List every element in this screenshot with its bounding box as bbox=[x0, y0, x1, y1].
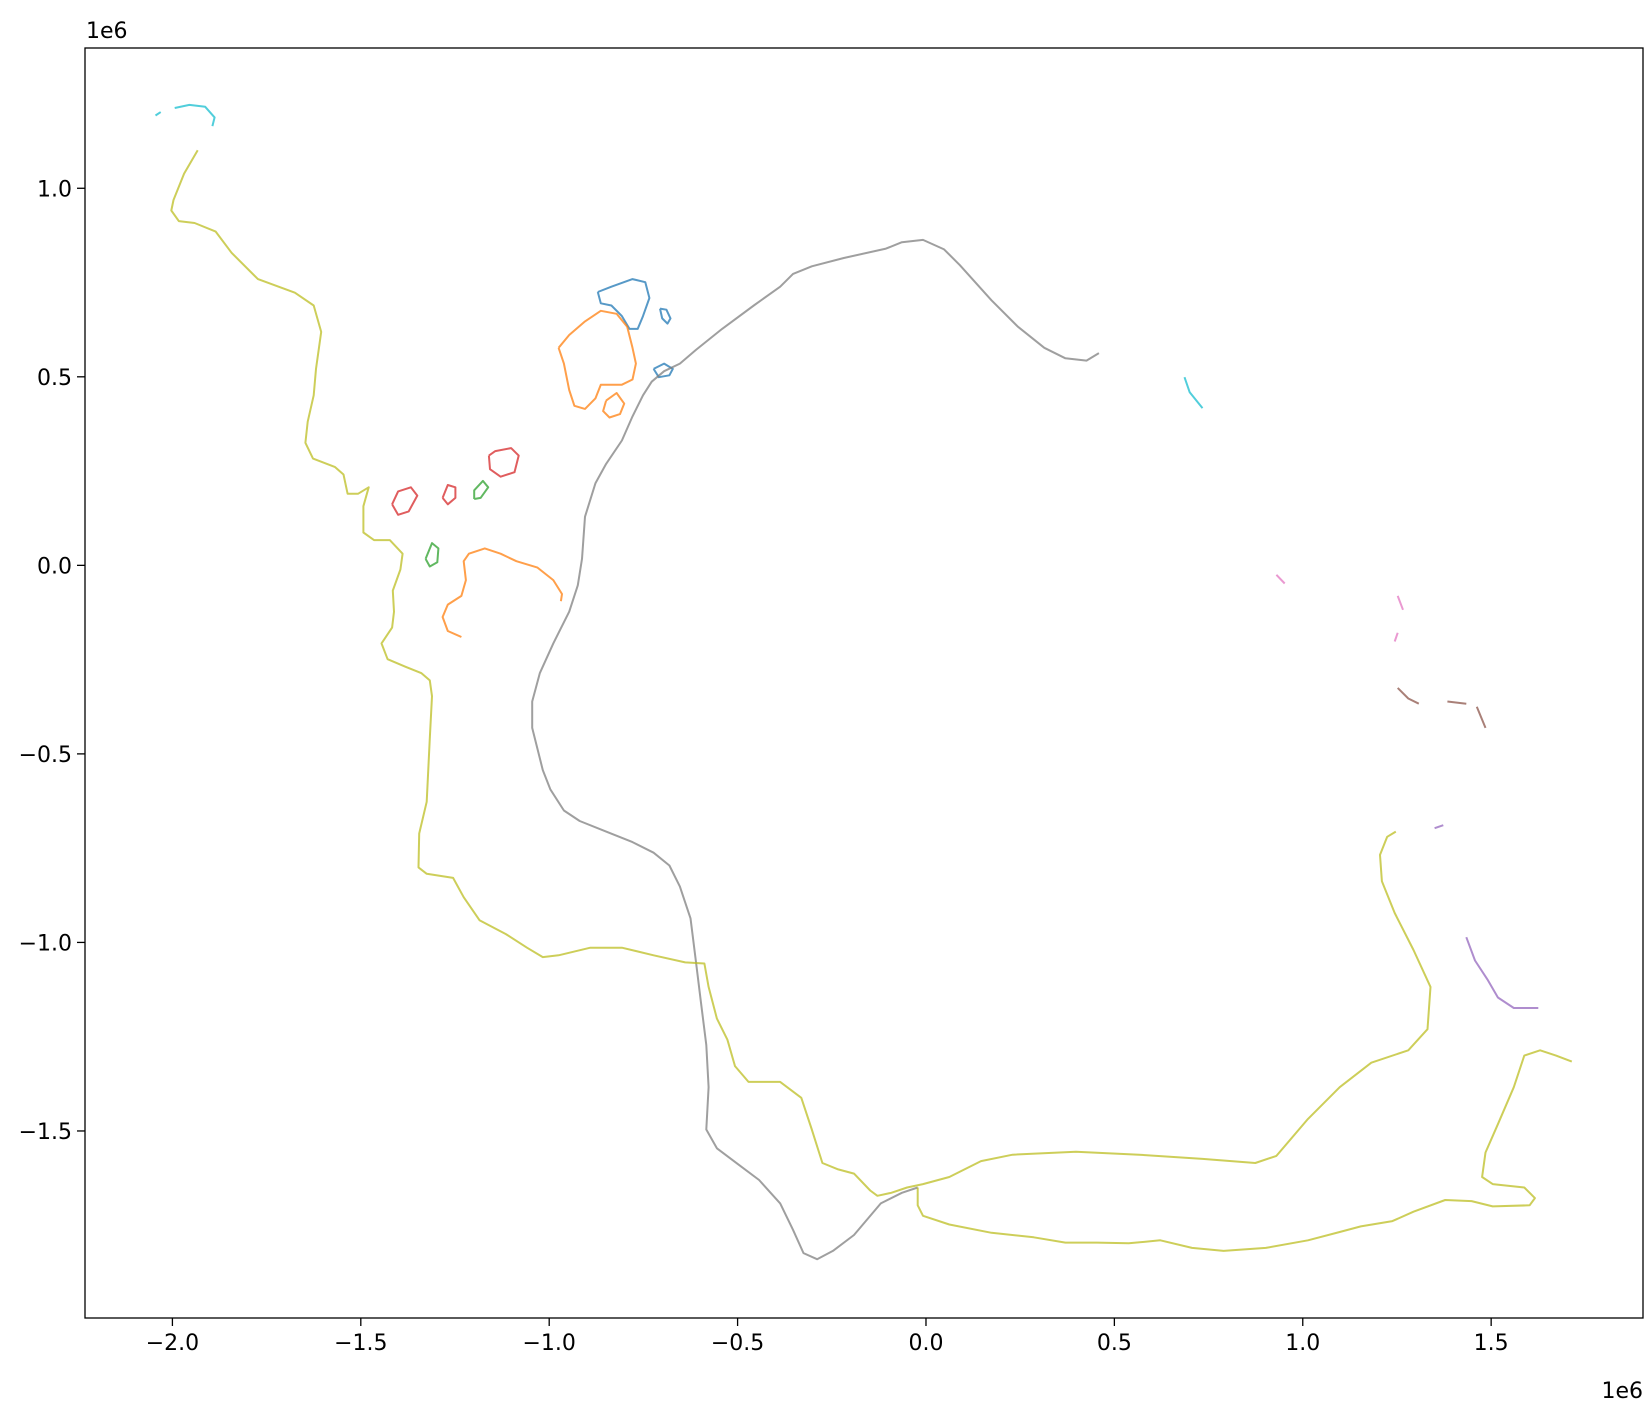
contour-line bbox=[391, 447, 520, 516]
x-tick-label: −1.0 bbox=[522, 1331, 575, 1356]
x-tick-label: −0.5 bbox=[711, 1331, 764, 1356]
x-tick-label: 1.0 bbox=[1285, 1331, 1320, 1356]
y-tick-label: 1.0 bbox=[37, 177, 72, 202]
contour-line bbox=[1434, 824, 1539, 1009]
contour-line bbox=[154, 103, 1204, 409]
plot-frame bbox=[84, 47, 1644, 1319]
y-tick-label: −0.5 bbox=[19, 743, 72, 768]
contour-line bbox=[424, 479, 490, 568]
contour-line bbox=[1396, 687, 1487, 729]
x-tick-label: 0.5 bbox=[1097, 1331, 1132, 1356]
y-tick-label: −1.5 bbox=[19, 1120, 72, 1145]
contour-line bbox=[1275, 574, 1404, 642]
y-offset-label: 1e6 bbox=[86, 19, 128, 44]
x-offset-label: 1e6 bbox=[1601, 1379, 1643, 1404]
y-tick-label: 0.5 bbox=[37, 366, 72, 391]
x-tick-label: −1.5 bbox=[334, 1331, 387, 1356]
x-tick-label: 1.5 bbox=[1474, 1331, 1509, 1356]
contour-line bbox=[531, 238, 1100, 1261]
contour-line bbox=[170, 149, 1573, 1252]
y-tick-label: −1.0 bbox=[19, 931, 72, 956]
y-tick-label: 0.0 bbox=[37, 554, 72, 579]
x-tick-label: 0.0 bbox=[908, 1331, 943, 1356]
contour-line bbox=[441, 309, 637, 638]
x-tick-label: −2.0 bbox=[146, 1331, 199, 1356]
